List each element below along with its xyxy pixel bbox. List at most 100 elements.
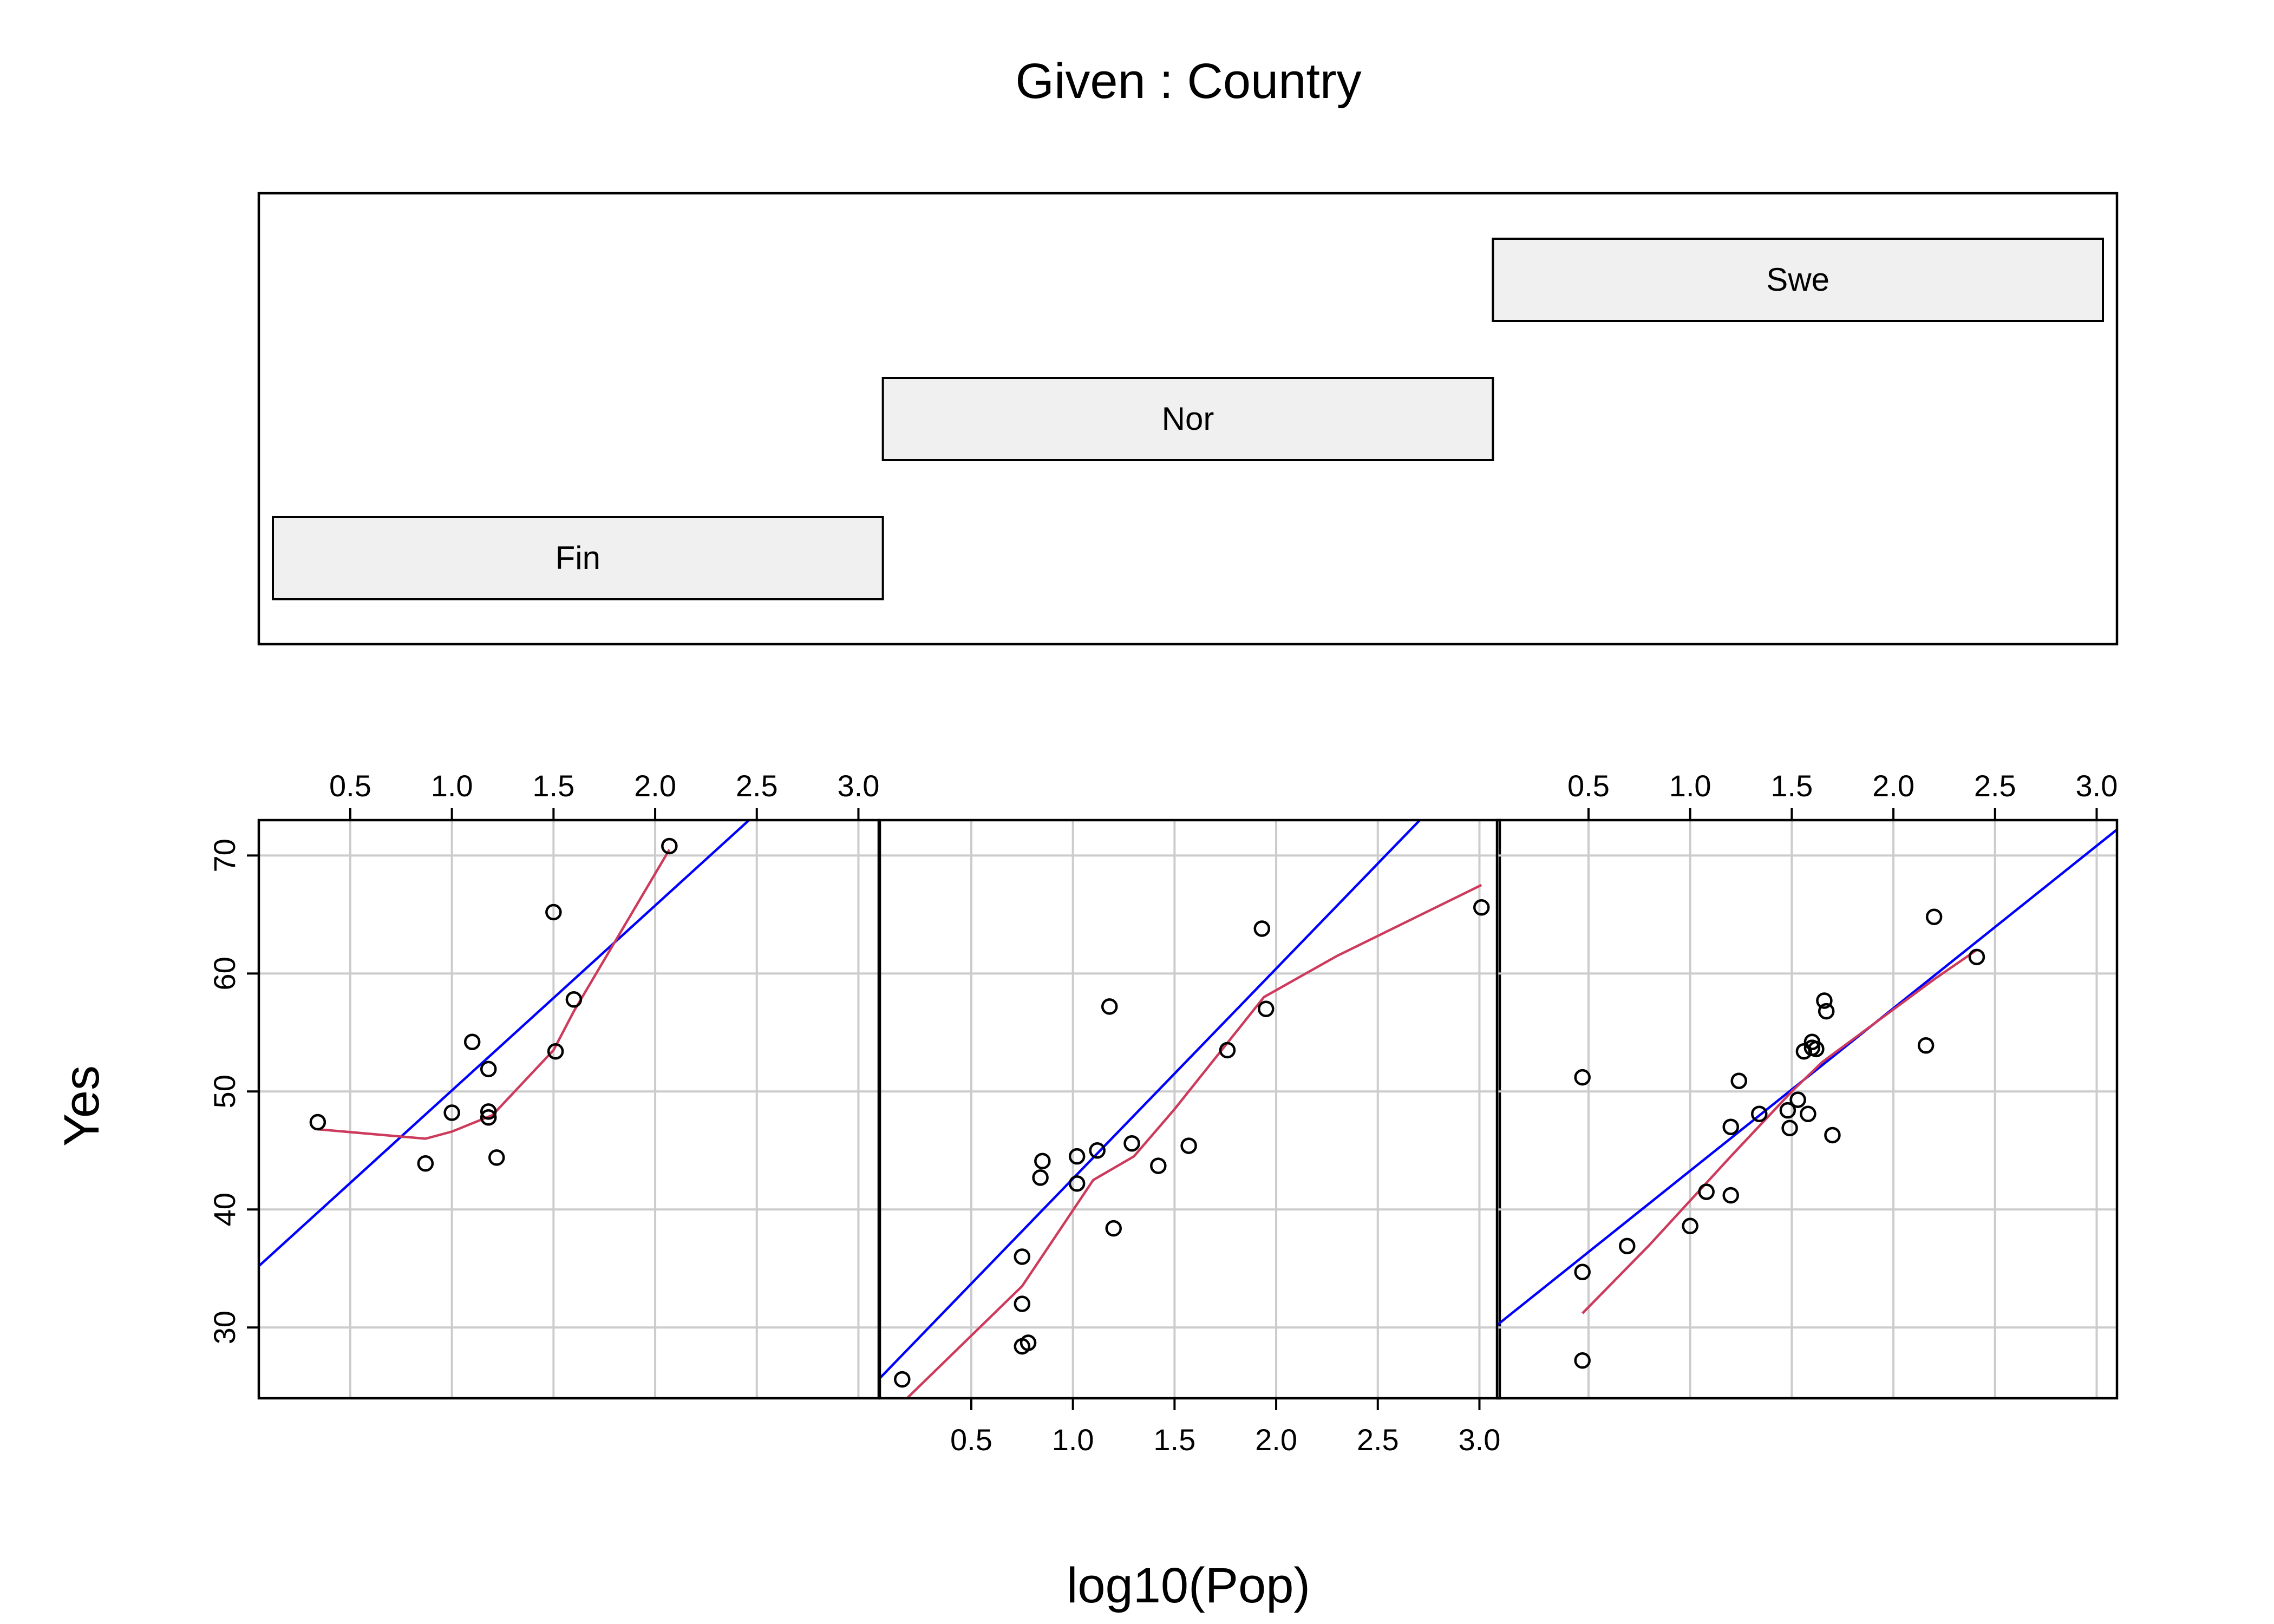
panel-fin: 0.5 1.0 1.5 2.0 2.5 3.0 30 40 50 60 70 <box>207 769 880 1400</box>
panel-grid <box>1497 820 2117 1398</box>
given-panel-frame <box>257 192 2119 646</box>
x-axis-nor: 0.5 1.0 1.5 2.0 2.5 3.0 <box>950 1398 1500 1457</box>
data-point <box>1722 1187 1739 1204</box>
data-point <box>1014 1295 1031 1312</box>
scatter-panels: 0.5 1.0 1.5 2.0 2.5 3.0 30 40 50 60 70 0.5 1.0 1.5 2.0… <box>207 769 2119 1457</box>
x-tick-label: 2.0 <box>1255 1423 1297 1457</box>
x-axis-title: log10(Pop) <box>1067 1558 1310 1613</box>
data-point <box>1032 1169 1049 1186</box>
data-point <box>1968 948 1985 966</box>
data-point <box>661 837 678 855</box>
x-axis-fin: 0.5 1.0 1.5 2.0 2.5 3.0 <box>329 769 879 820</box>
data-point <box>480 1109 497 1126</box>
data-point <box>1123 1135 1140 1152</box>
panel-frame <box>257 818 880 1400</box>
given-strip-rect <box>881 377 1494 461</box>
given-strip-fin: Fin <box>272 516 884 600</box>
data-point <box>1473 899 1490 916</box>
data-point <box>1150 1157 1167 1174</box>
x-tick-label: 0.5 <box>329 769 371 803</box>
x-tick-label: 1.0 <box>1669 769 1711 803</box>
x-axis-swe: 0.5 1.0 1.5 2.0 2.5 3.0 <box>1567 769 2118 820</box>
data-point <box>488 1149 505 1166</box>
x-tick-label: 0.5 <box>1567 769 1610 803</box>
given-strip-nor: Nor <box>881 377 1494 461</box>
data-point <box>1722 1118 1739 1135</box>
y-axis-title: Yes <box>54 1065 109 1147</box>
data-point <box>1795 1043 1813 1060</box>
y-tick-label: 60 <box>207 957 241 990</box>
given-strips: Fin Nor Swe <box>272 238 2104 600</box>
given-strip-label: Swe <box>1766 261 1829 298</box>
panel-nor: 0.5 1.0 1.5 2.0 2.5 3.0 <box>878 818 1501 1457</box>
x-tick-label: 1.5 <box>1770 769 1813 803</box>
y-tick-label: 50 <box>207 1075 241 1108</box>
data-point <box>1816 992 1833 1009</box>
x-tick-label: 3.0 <box>838 769 880 803</box>
panel-grid <box>259 820 879 1398</box>
data-point <box>463 1033 481 1051</box>
data-point <box>417 1155 434 1172</box>
y-tick-label: 30 <box>207 1311 241 1344</box>
x-tick-label: 1.0 <box>1052 1423 1094 1457</box>
given-title: Given : Country <box>1015 54 1361 109</box>
given-strip-label: Nor <box>1162 401 1214 437</box>
data-point <box>480 1060 497 1078</box>
data-point <box>443 1104 460 1121</box>
x-tick-label: 2.5 <box>736 769 778 803</box>
data-point <box>1917 1037 1935 1054</box>
data-point <box>1751 1105 1768 1122</box>
y-axis: 30 40 50 60 70 <box>207 839 259 1344</box>
data-point <box>480 1103 497 1120</box>
data-point <box>1219 1042 1236 1059</box>
data-point <box>1258 1000 1275 1017</box>
data-point <box>1101 998 1118 1015</box>
data-point <box>1789 1091 1806 1108</box>
data-point <box>1253 920 1271 937</box>
given-strip-swe: Swe <box>1492 238 2104 322</box>
x-tick-label: 1.5 <box>532 769 574 803</box>
data-point <box>1730 1072 1747 1089</box>
smooth-line-nor <box>905 883 1482 1398</box>
y-tick-label: 40 <box>207 1193 241 1226</box>
given-strip-label: Fin <box>556 540 600 576</box>
points-nor <box>894 899 1490 1388</box>
x-tick-label: 2.5 <box>1357 1423 1399 1457</box>
data-point <box>1818 1003 1835 1020</box>
data-point <box>1068 1175 1086 1192</box>
data-point <box>565 991 583 1008</box>
data-point <box>1105 1220 1122 1237</box>
data-point <box>1808 1040 1825 1058</box>
points-fin <box>309 837 678 1172</box>
x-tick-label: 0.5 <box>950 1423 992 1457</box>
given-strip-rect <box>1492 238 2104 322</box>
data-point <box>1779 1102 1796 1119</box>
data-point <box>309 1114 326 1131</box>
x-tick-label: 3.0 <box>1459 1423 1501 1457</box>
x-tick-label: 3.0 <box>2076 769 2118 803</box>
panel-swe: 0.5 1.0 1.5 2.0 2.5 3.0 <box>1495 769 2119 1400</box>
x-tick-label: 2.0 <box>1872 769 1914 803</box>
data-point <box>1682 1217 1698 1235</box>
y-tick-label: 70 <box>207 839 241 872</box>
data-point <box>1014 1248 1031 1265</box>
data-point <box>1781 1119 1798 1137</box>
data-point <box>1619 1237 1636 1255</box>
data-point <box>1574 1263 1591 1281</box>
points-swe <box>1574 908 1985 1369</box>
data-point <box>1925 908 1943 925</box>
data-point <box>547 1043 564 1060</box>
data-point <box>894 1371 911 1388</box>
data-point <box>1574 1352 1591 1369</box>
data-point <box>1068 1148 1086 1165</box>
data-point <box>1698 1183 1715 1200</box>
data-point <box>1824 1127 1841 1144</box>
panel-frame <box>1495 818 2119 1400</box>
x-tick-label: 2.5 <box>1974 769 2016 803</box>
data-point <box>1180 1137 1197 1154</box>
smooth-line-fin <box>317 849 671 1140</box>
x-tick-label: 1.0 <box>431 769 473 803</box>
given-strip-rect <box>272 516 884 600</box>
data-point <box>1800 1105 1816 1122</box>
